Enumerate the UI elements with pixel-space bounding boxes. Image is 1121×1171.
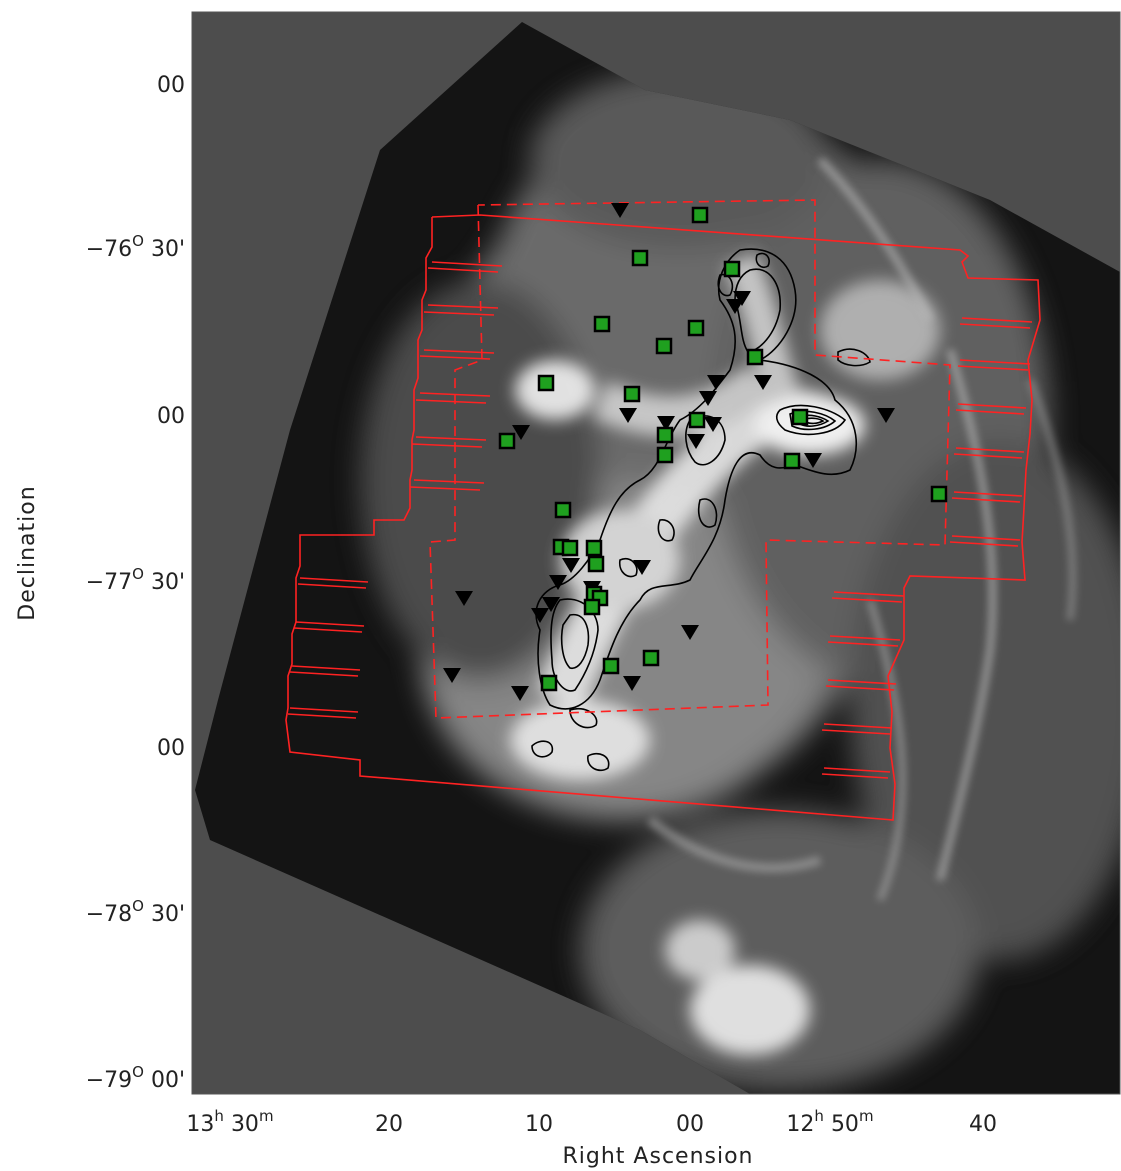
survey-outline-solid [285,214,1041,821]
triangle-marker [542,597,560,612]
triangle-marker [619,408,637,423]
square-marker [930,485,948,503]
square-marker [655,337,673,355]
contour-small [657,519,675,542]
triangle-marker [804,453,822,468]
x-tick-label: 12h 50m [786,1107,873,1137]
y-tick-label: 00 [157,736,185,761]
x-tick-label: 10 [525,1112,553,1137]
survey-outlines [285,199,1041,821]
triangle-marker [623,676,641,691]
square-marker [691,206,709,224]
plot-frame [191,11,1121,1095]
triangle-marker [512,425,530,440]
contour-small [569,707,598,729]
triangle-marker [549,575,567,590]
square-marker [602,657,620,675]
square-marker [537,374,555,392]
square-marker [561,539,579,557]
x-axis-title: Right Ascension [563,1144,754,1169]
survey-outline-dashed [429,199,951,719]
contour-small [531,740,554,758]
square-marker [783,452,801,470]
triangle-marker [733,291,751,306]
square-marker [623,385,641,403]
square-marker [746,348,764,366]
y-tick-label: −77O 30' [86,565,185,595]
square-marker [540,674,558,692]
square-marker [687,319,705,337]
triangle-marker [687,434,705,449]
triangle-marker [707,375,725,390]
x-tick-label: 13h 30m [186,1107,273,1137]
contour-small [618,557,638,578]
triangle-marker [754,375,772,390]
triangle-marker [704,417,722,432]
square-marker [593,315,611,333]
triangle-marker [681,625,699,640]
x-tick-label: 20 [375,1112,403,1137]
triangle-marker [657,416,675,431]
triangle-marker [877,408,895,423]
contour-core [797,414,830,427]
contour-core [803,417,825,425]
triangle-marker [562,558,580,573]
square-markers [498,206,948,692]
square-marker [791,408,809,426]
square-marker [631,249,649,267]
y-tick-label: −76O 30' [86,232,185,262]
triangle-marker [531,608,549,623]
triangle-markers [443,203,895,701]
contour-small [837,348,871,367]
triangle-marker [633,560,651,575]
contour-small [697,498,718,528]
triangle-marker [611,203,629,218]
square-marker [587,555,605,573]
y-tick-label: −79O 00' [86,1063,185,1093]
square-marker [498,432,516,450]
square-marker [723,260,741,278]
triangle-marker [726,299,744,314]
y-tick-label: −78O 30' [86,897,185,927]
y-tick-label: 00 [157,73,185,98]
square-marker [585,539,603,557]
contour-inner [560,613,590,669]
x-tick-label: 00 [676,1112,704,1137]
y-axis-title: Declination [15,485,40,620]
triangle-marker [511,686,529,701]
y-tick-label: 00 [157,404,185,429]
contour-small [587,752,610,772]
square-marker [688,411,706,429]
square-marker [554,501,572,519]
square-marker [642,649,660,667]
survey-outline-strips [287,261,1033,779]
contour-core [775,404,847,436]
square-marker [656,446,674,464]
square-marker [583,598,601,616]
triangle-marker [443,668,461,683]
triangle-marker [699,391,717,406]
x-tick-label: 40 [969,1112,997,1137]
square-marker [656,426,674,444]
triangle-marker [455,591,473,606]
contour-small [755,252,770,269]
